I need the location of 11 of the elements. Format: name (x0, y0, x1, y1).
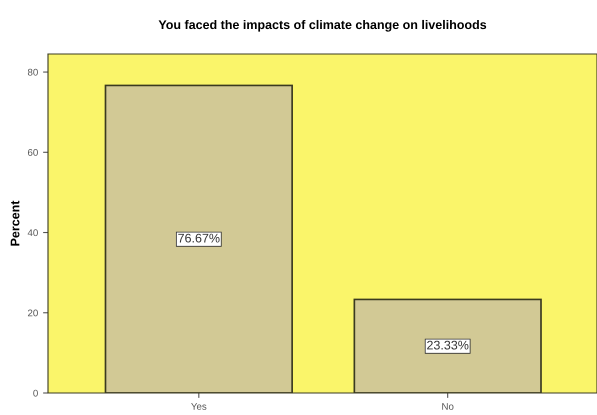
data-label: 23.33% (427, 340, 468, 350)
data-label: 76.67% (178, 234, 220, 243)
y-tick-label: 80 (28, 68, 38, 76)
chart-title: You faced the impacts of climate change on livelihoods (158, 20, 486, 32)
y-tick-label: 40 (28, 229, 38, 236)
x-tick-label: No (442, 403, 454, 410)
y-tick-label: 0 (33, 390, 38, 397)
x-tick-label: Yes (191, 403, 206, 410)
y-axis-title: Percent (10, 200, 20, 246)
y-tick-label: 60 (28, 149, 38, 156)
y-tick-label: 20 (28, 309, 38, 316)
